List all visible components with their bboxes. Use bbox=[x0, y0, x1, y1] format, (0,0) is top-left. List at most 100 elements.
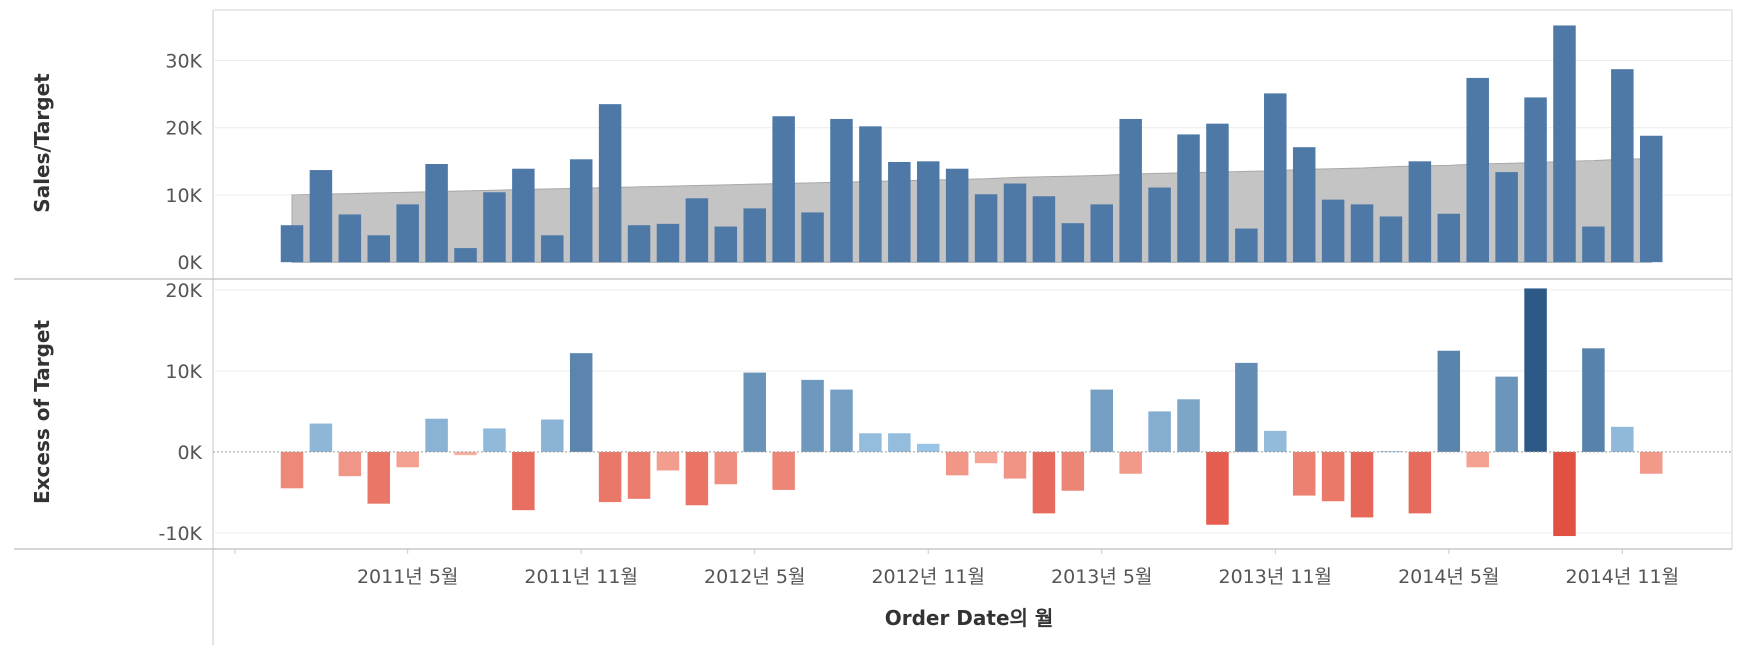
sales-bar bbox=[1639, 135, 1663, 263]
excess-bar bbox=[1264, 430, 1287, 452]
sales-bar bbox=[1437, 213, 1461, 263]
excess-bar bbox=[512, 451, 535, 511]
top-y-axis-ticks: 0K 10K 20K 30K bbox=[165, 50, 202, 274]
sales-bar bbox=[1321, 199, 1345, 263]
x-axis-title: Order Date의 월 bbox=[885, 606, 1054, 630]
sales-bar bbox=[1350, 204, 1374, 263]
excess-bar bbox=[367, 451, 391, 504]
sales-bar bbox=[1553, 25, 1576, 263]
sales-bar bbox=[1206, 123, 1229, 263]
sales-bar bbox=[1119, 118, 1142, 263]
sales-bar bbox=[338, 214, 362, 263]
x-axis-ticks: 2011년 5월 2011년 11월 2012년 5월 2012년 11월 2013년 … bbox=[234, 549, 1680, 588]
excess-bar bbox=[916, 443, 940, 452]
excess-bar bbox=[772, 451, 795, 490]
top-y-axis-title: Sales/Target bbox=[30, 73, 54, 213]
sales-bar bbox=[425, 164, 448, 263]
excess-bar bbox=[1350, 451, 1374, 518]
top-y-tick-label: 30K bbox=[165, 50, 202, 72]
sales-bar bbox=[801, 212, 824, 263]
sales-bar bbox=[1264, 93, 1287, 263]
bottom-gridlines bbox=[213, 289, 1732, 534]
sales-bar bbox=[656, 223, 680, 263]
sales-bar bbox=[974, 194, 998, 263]
excess-bar bbox=[541, 419, 564, 452]
sales-bar bbox=[1408, 161, 1432, 263]
bottom-y-tick-label: 20K bbox=[165, 280, 202, 302]
excess-bar bbox=[483, 428, 506, 452]
sales-bar bbox=[1235, 228, 1258, 263]
excess-bar bbox=[743, 372, 766, 452]
excess-bar bbox=[1408, 451, 1432, 514]
excess-bar bbox=[656, 451, 680, 471]
sales-bar bbox=[830, 118, 853, 263]
excess-bar bbox=[1292, 451, 1316, 496]
sales-bar bbox=[483, 192, 506, 263]
sales-bar bbox=[859, 126, 882, 263]
sales-bar bbox=[512, 168, 535, 263]
excess-bar bbox=[801, 379, 824, 452]
sales-bar bbox=[396, 204, 419, 263]
sales-bar bbox=[1466, 77, 1489, 263]
excess-bars bbox=[280, 288, 1663, 537]
excess-bar bbox=[598, 451, 622, 503]
excess-bar bbox=[1321, 451, 1345, 502]
x-tick-label: 2012년 5월 bbox=[704, 566, 805, 588]
bottom-y-tick-label: -10K bbox=[159, 523, 203, 545]
excess-bar bbox=[1582, 348, 1605, 452]
excess-bar bbox=[1090, 389, 1114, 452]
excess-bar bbox=[859, 433, 882, 452]
sales-bar bbox=[1003, 183, 1027, 263]
excess-bar bbox=[396, 451, 419, 468]
bottom-y-tick-label: 0K bbox=[177, 442, 202, 464]
sales-bar bbox=[1090, 204, 1114, 263]
excess-bar bbox=[1177, 399, 1200, 452]
x-tick-label: 2013년 11월 bbox=[1219, 566, 1333, 588]
sales-bar bbox=[1148, 187, 1171, 263]
excess-bar bbox=[1148, 411, 1171, 452]
x-tick-label: 2014년 11월 bbox=[1566, 566, 1680, 588]
bottom-y-axis-title: Excess of Target bbox=[30, 320, 54, 504]
excess-bar bbox=[1032, 451, 1056, 514]
excess-bar bbox=[1495, 376, 1518, 452]
excess-bar bbox=[1061, 451, 1085, 491]
sales-bar bbox=[367, 235, 391, 263]
sales-bar bbox=[598, 104, 622, 263]
x-tick-label: 2012년 11월 bbox=[871, 566, 985, 588]
x-tick-label: 2013년 5월 bbox=[1051, 566, 1152, 588]
excess-bar bbox=[1611, 426, 1634, 452]
excess-bar bbox=[1003, 451, 1027, 479]
x-tick-label: 2014년 5월 bbox=[1398, 566, 1499, 588]
sales-bar bbox=[714, 226, 738, 263]
excess-bar bbox=[1437, 350, 1461, 452]
sales-bar bbox=[541, 235, 564, 263]
sales-bar bbox=[627, 225, 651, 263]
excess-bar bbox=[1639, 451, 1663, 474]
excess-bar bbox=[974, 451, 998, 464]
sales-bar bbox=[1495, 172, 1518, 263]
sales-bar bbox=[916, 161, 940, 263]
excess-bar bbox=[338, 451, 362, 477]
excess-bar bbox=[627, 451, 651, 499]
sales-bar bbox=[1032, 196, 1056, 263]
excess-bar bbox=[454, 451, 477, 456]
sales-bar bbox=[945, 168, 969, 263]
excess-bar bbox=[945, 451, 969, 476]
excess-bar bbox=[1524, 288, 1547, 452]
excess-bar bbox=[569, 353, 593, 452]
sales-bar bbox=[1177, 134, 1200, 263]
excess-bar bbox=[830, 389, 853, 452]
sales-bar bbox=[309, 170, 333, 263]
excess-bar bbox=[1235, 362, 1258, 452]
excess-bar bbox=[685, 451, 709, 506]
sales-bars bbox=[280, 25, 1663, 263]
sales-bar bbox=[1379, 216, 1403, 263]
excess-bar bbox=[714, 451, 738, 485]
excess-bar bbox=[309, 423, 333, 452]
top-y-tick-label: 10K bbox=[165, 185, 202, 207]
sales-bar bbox=[888, 161, 911, 263]
sales-bar bbox=[1611, 69, 1634, 263]
sales-bar bbox=[1524, 97, 1547, 263]
sales-bar bbox=[743, 208, 766, 263]
